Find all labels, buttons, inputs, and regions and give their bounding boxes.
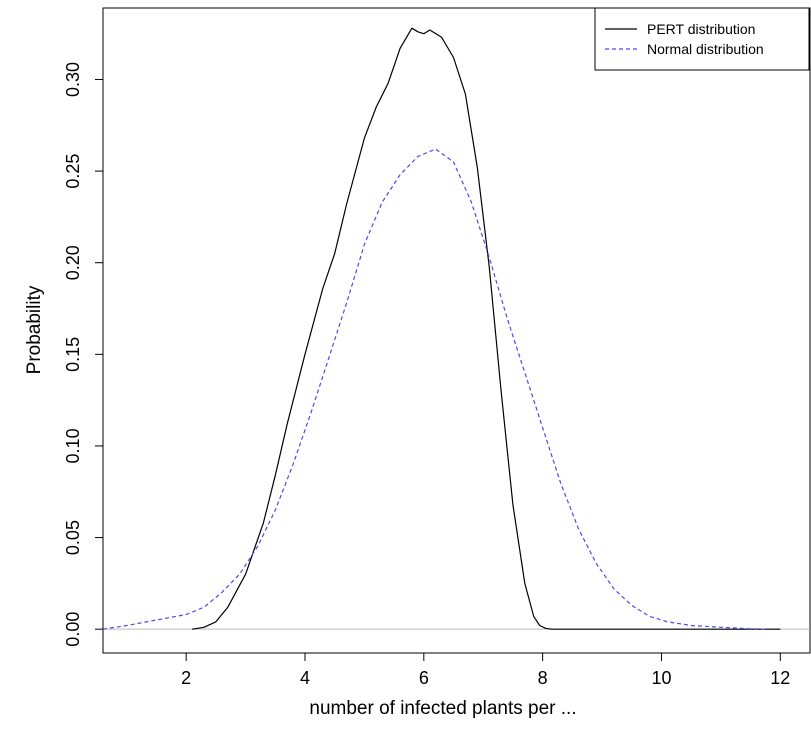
- x-tick-label: 4: [300, 668, 310, 688]
- x-axis-title: number of infected plants per ...: [309, 698, 576, 719]
- series-line-1: [102, 148, 769, 630]
- x-axis: 2 4 6 8 10 12: [181, 652, 790, 688]
- y-tick-label: 0.10: [63, 428, 83, 463]
- y-axis-title: Probability: [24, 285, 45, 374]
- x-tick-label: 2: [181, 668, 191, 688]
- legend-label-pert: PERT distribution: [647, 21, 755, 37]
- legend-box: [594, 7, 810, 71]
- series-layer: [102, 27, 781, 630]
- y-axis: 0.00 0.05 0.10 0.15 0.20 0.25 0.30: [63, 62, 104, 647]
- y-tick-label: 0.25: [63, 154, 83, 189]
- plot-frame: [102, 7, 811, 654]
- y-tick-label: 0.30: [63, 62, 83, 97]
- x-tick-label: 12: [770, 668, 790, 688]
- series-line-0: [192, 27, 781, 630]
- y-tick-label: 0.15: [63, 337, 83, 372]
- x-tick-label: 10: [651, 668, 671, 688]
- legend: PERT distribution Normal distribution: [594, 7, 810, 71]
- y-tick-label: 0.05: [63, 520, 83, 555]
- y-tick-label: 0.00: [63, 612, 83, 647]
- y-tick-label: 0.20: [63, 245, 83, 280]
- x-tick-label: 8: [538, 668, 548, 688]
- legend-label-normal: Normal distribution: [647, 41, 764, 57]
- x-tick-label: 6: [419, 668, 429, 688]
